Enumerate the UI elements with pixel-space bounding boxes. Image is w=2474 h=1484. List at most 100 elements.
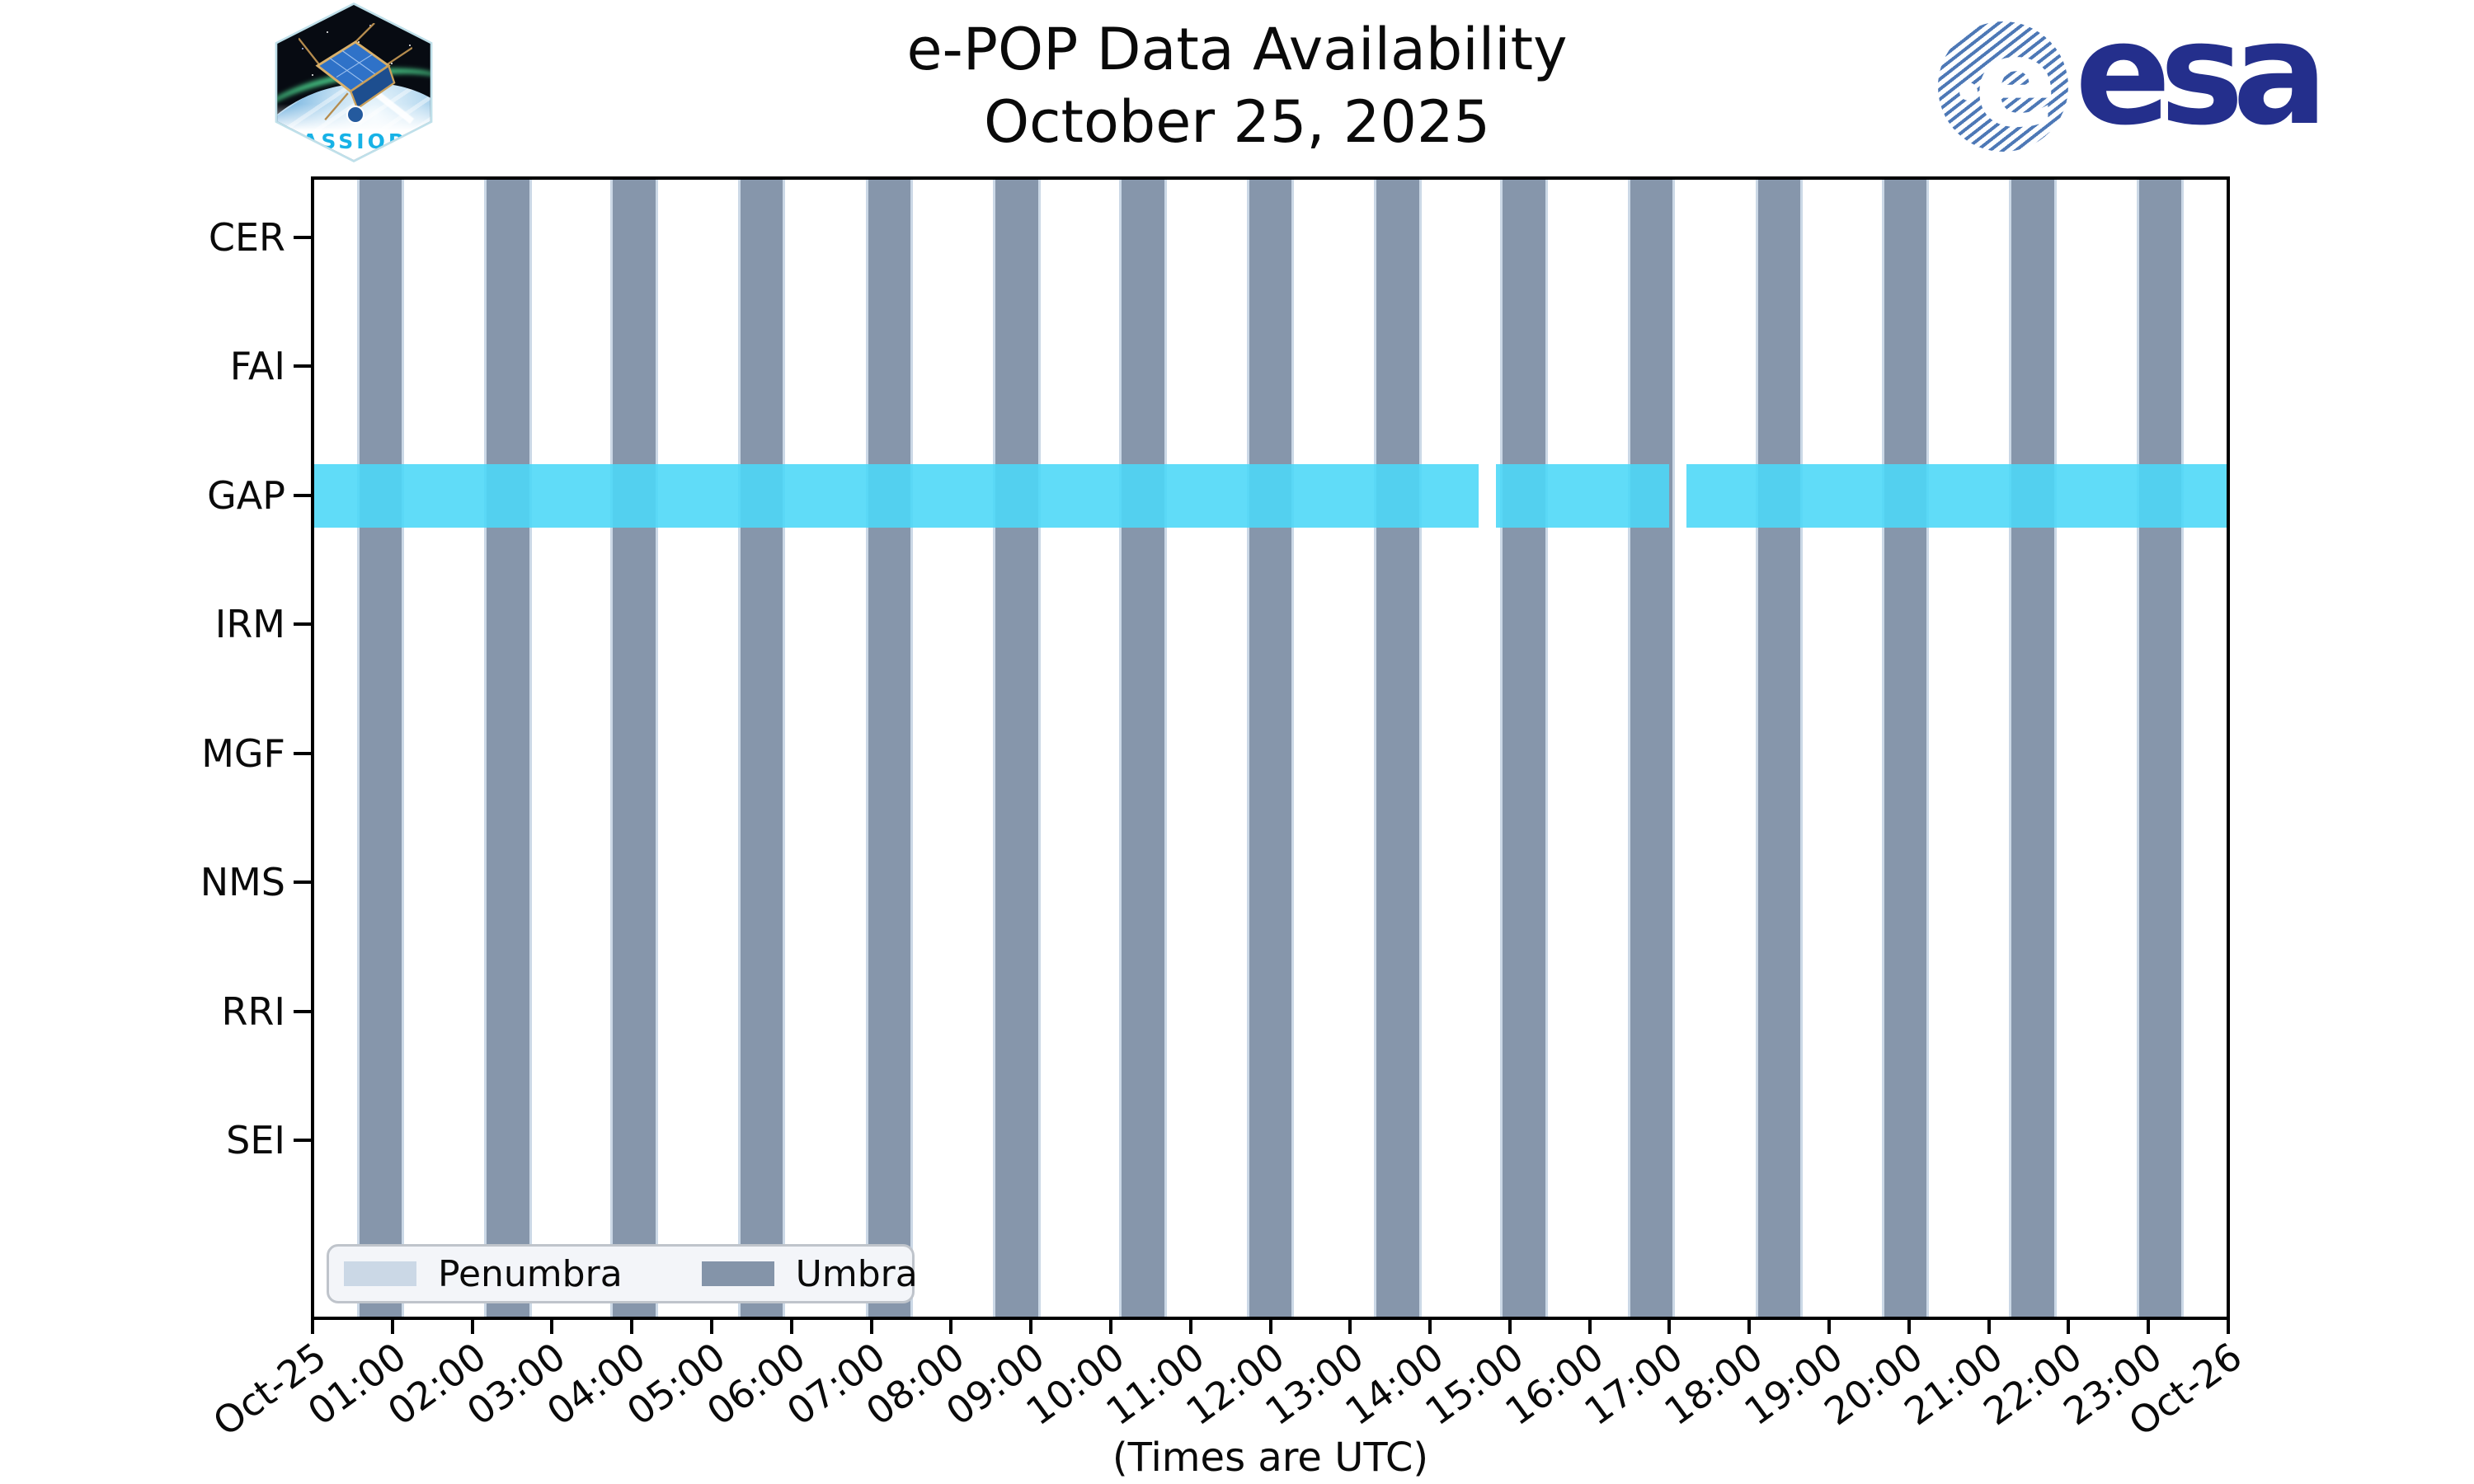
x-tick bbox=[789, 1320, 793, 1334]
y-tick bbox=[294, 881, 313, 885]
gap-availability-bar bbox=[314, 464, 1479, 528]
umbra-bar bbox=[1881, 180, 1930, 1317]
penumbra-edge bbox=[1881, 180, 1884, 1317]
x-tick bbox=[1667, 1320, 1672, 1334]
umbra-bar bbox=[1755, 180, 1804, 1317]
umbra-bar bbox=[2009, 180, 2057, 1317]
gap-availability-bar bbox=[1496, 464, 1669, 528]
gap-availability-bar bbox=[1686, 464, 2227, 528]
esa-globe-icon: e bbox=[1938, 21, 2068, 152]
legend-label-penumbra: Penumbra bbox=[438, 1252, 623, 1295]
x-tick bbox=[1987, 1320, 1991, 1334]
x-tick bbox=[470, 1320, 474, 1334]
x-tick bbox=[630, 1320, 634, 1334]
y-tick bbox=[294, 751, 313, 755]
penumbra-edge bbox=[1374, 180, 1377, 1317]
penumbra-edge bbox=[610, 180, 614, 1317]
umbra-bar bbox=[1500, 180, 1548, 1317]
x-tick bbox=[1348, 1320, 1352, 1334]
penumbra-edge bbox=[1755, 180, 1758, 1317]
title-line-2: October 25, 2025 bbox=[983, 88, 1491, 156]
x-tick bbox=[869, 1320, 873, 1334]
penumbra-edge bbox=[2181, 180, 2185, 1317]
penumbra-edge bbox=[1672, 180, 1676, 1317]
x-tick bbox=[1587, 1320, 1592, 1334]
x-tick bbox=[1188, 1320, 1192, 1334]
y-tick bbox=[294, 364, 313, 369]
y-tick-label-sei: SEI bbox=[226, 1118, 285, 1162]
y-tick-label-gap: GAP bbox=[207, 472, 285, 518]
legend-label-umbra: Umbra bbox=[795, 1252, 918, 1295]
x-tick bbox=[709, 1320, 713, 1334]
umbra-bar bbox=[865, 180, 914, 1317]
penumbra-edge bbox=[402, 180, 405, 1317]
x-tick bbox=[2227, 1320, 2230, 1334]
y-tick bbox=[294, 1139, 313, 1142]
penumbra-edge bbox=[865, 180, 868, 1317]
penumbra-edge bbox=[1500, 180, 1503, 1317]
penumbra-edge bbox=[1926, 180, 1930, 1317]
y-tick-label-rri: RRI bbox=[221, 989, 286, 1034]
umbra-bar bbox=[2136, 180, 2185, 1317]
penumbra-edge bbox=[655, 180, 658, 1317]
x-tick bbox=[390, 1320, 394, 1334]
chart-title: e-POP Data Availability October 25, 2025 bbox=[0, 13, 2474, 158]
penumbra-edge bbox=[2136, 180, 2139, 1317]
penumbra-edge bbox=[1627, 180, 1630, 1317]
umbra-bar bbox=[993, 180, 1041, 1317]
x-tick bbox=[1108, 1320, 1112, 1334]
title-line-1: e-POP Data Availability bbox=[906, 16, 1568, 83]
y-tick bbox=[294, 1009, 313, 1013]
penumbra-edge bbox=[1291, 180, 1295, 1317]
umbra-bar bbox=[1374, 180, 1422, 1317]
x-tick bbox=[1507, 1320, 1512, 1334]
umbra-bar bbox=[1627, 180, 1676, 1317]
umbra-swatch bbox=[701, 1261, 774, 1286]
x-tick bbox=[1268, 1320, 1272, 1334]
y-tick bbox=[294, 493, 313, 497]
umbra-bar bbox=[356, 180, 405, 1317]
penumbra-edge bbox=[356, 180, 360, 1317]
x-axis-title: (Times are UTC) bbox=[1112, 1435, 1429, 1481]
penumbra-edge bbox=[1164, 180, 1167, 1317]
penumbra-edge bbox=[910, 180, 914, 1317]
y-tick-label-irm: IRM bbox=[214, 602, 285, 647]
x-tick bbox=[2147, 1320, 2151, 1334]
x-tick bbox=[2067, 1320, 2071, 1334]
y-tick-label-mgf: MGF bbox=[201, 730, 285, 776]
x-tick bbox=[1827, 1320, 1832, 1334]
penumbra-edge bbox=[1037, 180, 1041, 1317]
cassiope-badge-art: CASSIOPE bbox=[277, 5, 430, 160]
penumbra-edge bbox=[783, 180, 786, 1317]
umbra-bar bbox=[610, 180, 658, 1317]
penumbra-edge bbox=[2053, 180, 2057, 1317]
penumbra-edge bbox=[1545, 180, 1548, 1317]
plot-area: Penumbra Umbra bbox=[311, 176, 2230, 1320]
penumbra-edge bbox=[1246, 180, 1249, 1317]
x-tick bbox=[1029, 1320, 1033, 1334]
x-tick bbox=[1747, 1320, 1752, 1334]
y-tick-label-cer: CER bbox=[208, 215, 285, 260]
y-tick-label-nms: NMS bbox=[200, 860, 285, 905]
legend: Penumbra Umbra bbox=[327, 1244, 918, 1303]
umbra-bar bbox=[737, 180, 786, 1317]
penumbra-edge bbox=[529, 180, 532, 1317]
esa-wordmark: esa bbox=[2075, 0, 2328, 157]
y-tick bbox=[294, 622, 313, 627]
penumbra-edge bbox=[484, 180, 487, 1317]
y-tick-label-fai: FAI bbox=[229, 344, 285, 389]
y-tick bbox=[294, 236, 313, 239]
x-tick bbox=[311, 1320, 314, 1334]
satellite-icon bbox=[299, 23, 412, 121]
csa-logo bbox=[346, 106, 365, 124]
x-tick bbox=[949, 1320, 953, 1334]
umbra-bar bbox=[1119, 180, 1167, 1317]
umbra-bar bbox=[1246, 180, 1295, 1317]
x-tick bbox=[1907, 1320, 1911, 1334]
umbra-bar bbox=[484, 180, 532, 1317]
x-tick bbox=[550, 1320, 554, 1334]
penumbra-edge bbox=[737, 180, 741, 1317]
penumbra-edge bbox=[1119, 180, 1122, 1317]
penumbra-edge bbox=[993, 180, 996, 1317]
